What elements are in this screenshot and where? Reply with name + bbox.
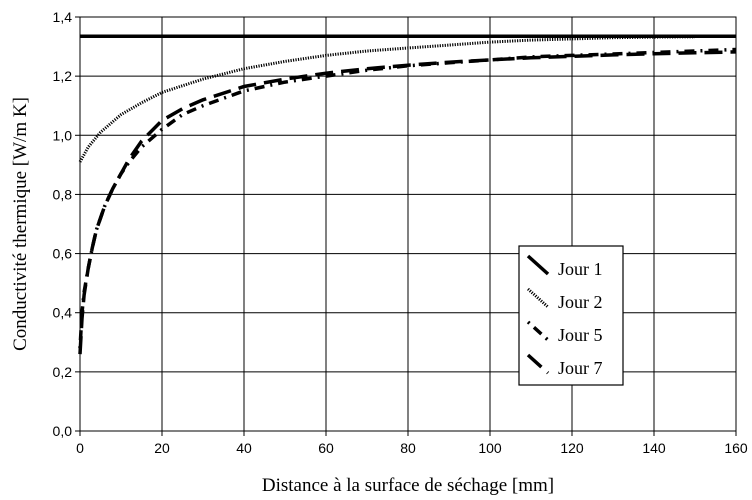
y-tick-label: 0,0 xyxy=(53,423,73,439)
x-tick-label: 40 xyxy=(236,440,252,456)
x-tick-label: 20 xyxy=(154,440,170,456)
legend-label-2: Jour 2 xyxy=(558,292,603,312)
y-axis-label: Conductivité thermique [W/m K] xyxy=(10,97,31,351)
legend-swatch-2 xyxy=(526,287,550,309)
x-tick-label: 0 xyxy=(76,440,84,456)
series-line-2 xyxy=(78,35,696,163)
legend-label-3: Jour 5 xyxy=(558,325,603,345)
legend-label-4: Jour 7 xyxy=(558,358,603,378)
y-tick-label: 0,6 xyxy=(53,246,73,262)
y-tick-labels: 0,0 0,2 0,4 0,6 0,8 1,0 1,2 1,4 xyxy=(53,9,73,439)
gridlines xyxy=(75,16,737,436)
x-tick-labels: 0 20 40 60 80 100 120 140 160 xyxy=(76,440,748,456)
y-tick-label: 0,8 xyxy=(53,186,73,202)
y-tick-label: 0,2 xyxy=(53,364,73,380)
y-tick-label: 1,4 xyxy=(53,9,73,25)
x-tick-label: 60 xyxy=(318,440,334,456)
x-tick-label: 100 xyxy=(478,440,502,456)
series-line-4 xyxy=(78,50,737,355)
legend-label-1: Jour 1 xyxy=(558,259,603,279)
x-tick-label: 140 xyxy=(642,440,666,456)
legend: Jour 1 Jour 2 Jour 5 Jour 7 xyxy=(518,245,624,386)
y-tick-label: 1,0 xyxy=(53,127,73,143)
series-lines xyxy=(78,34,737,355)
x-axis-label: Distance à la surface de séchage [mm] xyxy=(262,475,554,496)
legend-swatch-1 xyxy=(526,254,550,276)
x-tick-label: 160 xyxy=(724,440,748,456)
legend-swatch-3 xyxy=(526,320,550,342)
plot-area-frame xyxy=(79,16,737,432)
x-tick-label: 120 xyxy=(560,440,584,456)
legend-swatch-4 xyxy=(526,353,550,375)
y-tick-label: 1,2 xyxy=(53,68,73,84)
x-tick-label: 80 xyxy=(400,440,416,456)
y-tick-label: 0,4 xyxy=(53,305,73,321)
